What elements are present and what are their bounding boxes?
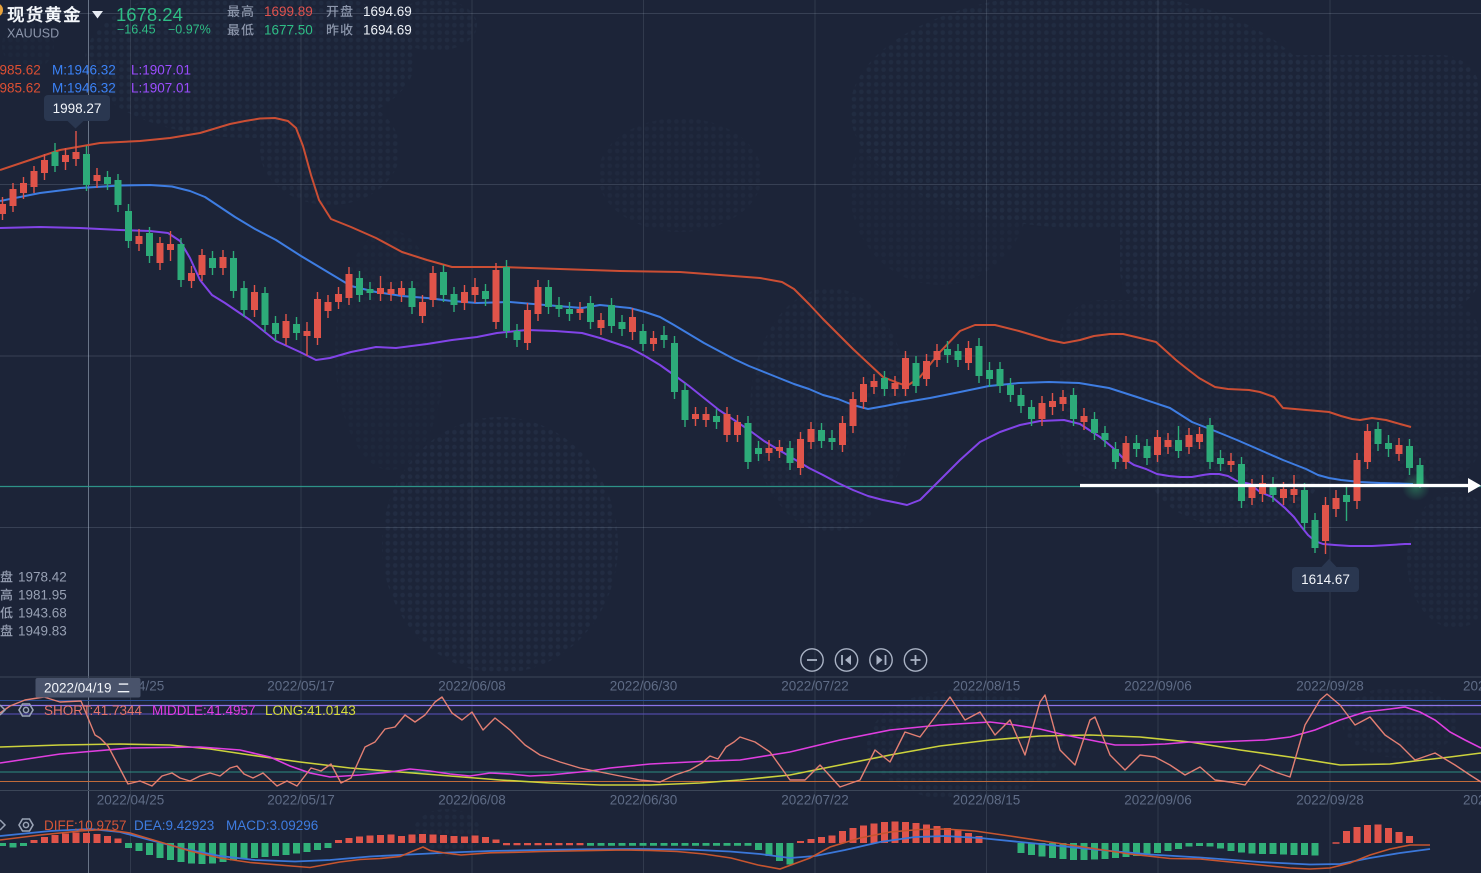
svg-text:1694.69: 1694.69 (363, 23, 412, 38)
svg-text:2022/04/19: 2022/04/19 (44, 681, 112, 696)
svg-text:2022/04/25: 2022/04/25 (97, 793, 165, 808)
svg-text:2022/09/28: 2022/09/28 (1296, 793, 1364, 808)
svg-text:SHORT:41.7344: SHORT:41.7344 (44, 703, 143, 718)
svg-text:1949.83: 1949.83 (18, 624, 67, 639)
svg-text:2022/07/22: 2022/07/22 (781, 793, 849, 808)
svg-text:2022/06/08: 2022/06/08 (438, 679, 506, 694)
svg-text:1694.69: 1694.69 (363, 4, 412, 19)
svg-text:1677.50: 1677.50 (264, 23, 313, 38)
svg-text:1978.42: 1978.42 (18, 570, 67, 585)
svg-text:2022/06/08: 2022/06/08 (438, 793, 506, 808)
svg-text:DIFF:10.9757: DIFF:10.9757 (44, 818, 127, 833)
svg-text:2022/08/15: 2022/08/15 (953, 679, 1021, 694)
svg-text:2022/07/22: 2022/07/22 (781, 679, 849, 694)
svg-text:2022/05/17: 2022/05/17 (267, 793, 335, 808)
svg-text:2022/09/06: 2022/09/06 (1124, 679, 1192, 694)
svg-text:2022/09/06: 2022/09/06 (1124, 793, 1192, 808)
svg-text:2022/06/30: 2022/06/30 (610, 793, 678, 808)
svg-text:2022/08/15: 2022/08/15 (953, 793, 1021, 808)
svg-text:202: 202 (1463, 793, 1481, 808)
svg-text:1943.68: 1943.68 (18, 606, 67, 621)
svg-text:2022/09/28: 2022/09/28 (1296, 679, 1364, 694)
svg-text:L:1907.01: L:1907.01 (131, 63, 191, 78)
svg-text:LONG:41.0143: LONG:41.0143 (265, 703, 356, 718)
svg-text:XAUUSD: XAUUSD (7, 27, 59, 41)
svg-text:2022/05/17: 2022/05/17 (267, 679, 335, 694)
svg-text:202: 202 (1463, 679, 1481, 694)
svg-text:−16.45: −16.45 (117, 23, 156, 37)
svg-text:1614.67: 1614.67 (1301, 572, 1350, 587)
svg-text:1981.95: 1981.95 (18, 588, 67, 603)
svg-text:−0.97%: −0.97% (168, 23, 211, 37)
svg-text:M:1946.32: M:1946.32 (52, 81, 116, 96)
svg-text:1678.24: 1678.24 (116, 4, 183, 25)
svg-text:MIDDLE:41.4957: MIDDLE:41.4957 (152, 703, 256, 718)
svg-text:DEA:9.42923: DEA:9.42923 (134, 818, 214, 833)
svg-text:2022/06/30: 2022/06/30 (610, 679, 678, 694)
svg-text:MACD:3.09296: MACD:3.09296 (226, 818, 318, 833)
svg-text:1699.89: 1699.89 (264, 4, 313, 19)
svg-text:L:1907.01: L:1907.01 (131, 81, 191, 96)
svg-text:M:1946.32: M:1946.32 (52, 63, 116, 78)
svg-text:1998.27: 1998.27 (53, 101, 102, 116)
